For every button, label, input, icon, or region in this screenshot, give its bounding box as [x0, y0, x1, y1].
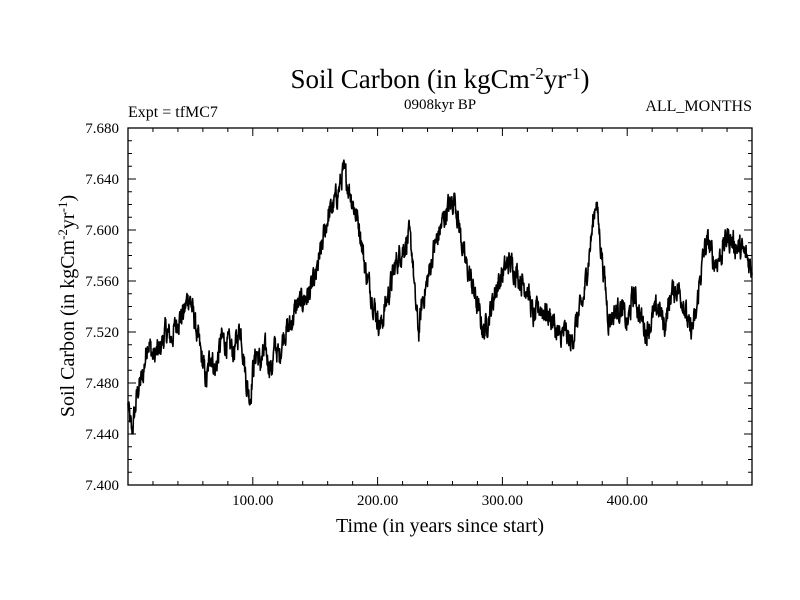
y-tick-label: 7.400 — [85, 478, 119, 494]
ylabel-mid: yr — [57, 212, 79, 229]
x-tick-label: 100.00 — [232, 493, 273, 509]
title-mid: yr — [544, 64, 567, 94]
x-tick-label: 200.00 — [357, 493, 398, 509]
ylabel-main: Soil Carbon (in kgCm — [57, 239, 79, 417]
y-axis-ticks: 7.400 7.440 7.480 7.520 7.560 7.600 7.640 7.680 — [85, 121, 752, 494]
y-tick-label: 7.600 — [85, 223, 119, 239]
ylabel-sup1: -2 — [55, 229, 70, 240]
series-layer — [127, 159, 753, 435]
y-tick-label: 7.480 — [85, 376, 119, 392]
ylabel-sup2: -1 — [55, 202, 70, 213]
y-tick-label: 7.560 — [85, 274, 119, 290]
x-axis-label: Time (in years since start) — [336, 515, 544, 537]
x-tick-label: 400.00 — [607, 493, 648, 509]
title-sup2: -1 — [566, 64, 580, 83]
experiment-label: Expt = tfMC7 — [128, 104, 218, 121]
x-axis-ticks: 100.00 200.00 300.00 400.00 — [152, 128, 728, 509]
months-label: ALL_MONTHS — [645, 98, 752, 115]
y-tick-label: 7.680 — [85, 121, 119, 137]
y-tick-label: 7.520 — [85, 325, 119, 341]
title-sup1: -2 — [530, 64, 544, 83]
ylabel-end: ) — [57, 195, 79, 202]
y-tick-label: 7.640 — [85, 172, 119, 188]
series-line-soil-carbon — [127, 159, 753, 435]
y-axis-label: Soil Carbon (in kgCm-2yr-1) — [55, 195, 80, 417]
x-tick-label: 300.00 — [482, 493, 523, 509]
title-main: Soil Carbon (in kgCm — [290, 64, 529, 94]
period-label: 0908kyr BP — [404, 97, 476, 113]
chart-title: Soil Carbon (in kgCm-2yr-1) — [290, 64, 589, 95]
y-tick-label: 7.440 — [85, 427, 119, 443]
title-end: ) — [581, 64, 590, 94]
